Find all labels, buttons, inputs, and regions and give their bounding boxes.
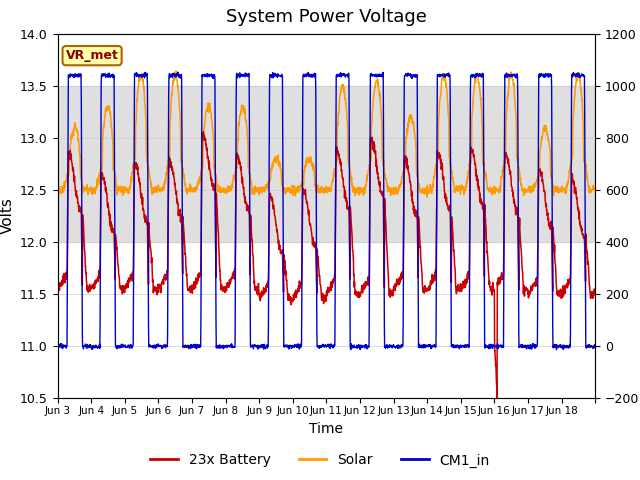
Bar [58,86,595,242]
Legend: 23x Battery, Solar, CM1_in: 23x Battery, Solar, CM1_in [145,448,495,473]
Title: System Power Voltage: System Power Voltage [226,9,427,26]
X-axis label: Time: Time [309,421,344,435]
Text: VR_met: VR_met [66,49,118,62]
Y-axis label: Volts: Volts [0,198,15,234]
